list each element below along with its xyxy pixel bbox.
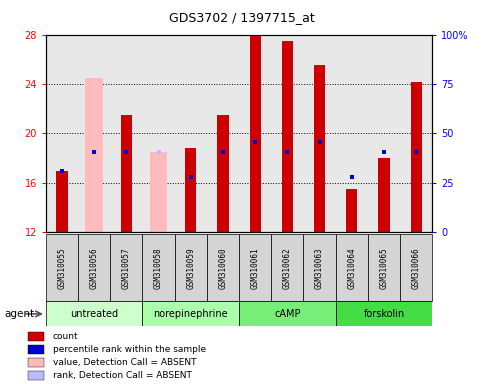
Text: GSM310062: GSM310062: [283, 247, 292, 289]
Text: GSM310056: GSM310056: [90, 247, 99, 289]
Bar: [46, 301, 142, 326]
Bar: [336, 234, 368, 301]
Bar: [28, 371, 44, 380]
Bar: [314, 65, 325, 232]
Bar: [185, 148, 197, 232]
Text: GSM310055: GSM310055: [57, 247, 67, 289]
Text: GSM310059: GSM310059: [186, 247, 195, 289]
Text: GSM310061: GSM310061: [251, 247, 260, 289]
Text: GSM310064: GSM310064: [347, 247, 356, 289]
Bar: [150, 152, 168, 232]
Bar: [57, 170, 68, 232]
Bar: [175, 234, 207, 301]
Bar: [378, 158, 390, 232]
Bar: [336, 301, 432, 326]
Bar: [282, 41, 293, 232]
Text: GSM310065: GSM310065: [380, 247, 388, 289]
Bar: [346, 189, 357, 232]
Bar: [85, 78, 103, 232]
Text: cAMP: cAMP: [274, 309, 300, 319]
Text: untreated: untreated: [70, 309, 118, 319]
Text: forskolin: forskolin: [363, 309, 405, 319]
Bar: [400, 234, 432, 301]
Text: rank, Detection Call = ABSENT: rank, Detection Call = ABSENT: [53, 371, 192, 380]
Bar: [368, 234, 400, 301]
Bar: [239, 301, 336, 326]
Bar: [142, 234, 175, 301]
Text: count: count: [53, 332, 78, 341]
Bar: [239, 234, 271, 301]
Text: GSM310060: GSM310060: [218, 247, 227, 289]
Text: percentile rank within the sample: percentile rank within the sample: [53, 345, 206, 354]
Bar: [303, 234, 336, 301]
Bar: [46, 234, 78, 301]
Bar: [78, 234, 110, 301]
Bar: [207, 234, 239, 301]
Text: GSM310063: GSM310063: [315, 247, 324, 289]
Bar: [28, 345, 44, 354]
Text: GSM310066: GSM310066: [412, 247, 421, 289]
Text: GDS3702 / 1397715_at: GDS3702 / 1397715_at: [169, 12, 314, 25]
Text: value, Detection Call = ABSENT: value, Detection Call = ABSENT: [53, 358, 196, 367]
Text: norepinephrine: norepinephrine: [154, 309, 228, 319]
Bar: [271, 234, 303, 301]
Bar: [250, 35, 261, 232]
Bar: [121, 115, 132, 232]
Text: agent: agent: [5, 309, 35, 319]
Bar: [411, 81, 422, 232]
Text: GSM310057: GSM310057: [122, 247, 131, 289]
Text: GSM310058: GSM310058: [154, 247, 163, 289]
Bar: [110, 234, 142, 301]
Bar: [28, 332, 44, 341]
Bar: [142, 301, 239, 326]
Bar: [217, 115, 228, 232]
Bar: [28, 358, 44, 367]
